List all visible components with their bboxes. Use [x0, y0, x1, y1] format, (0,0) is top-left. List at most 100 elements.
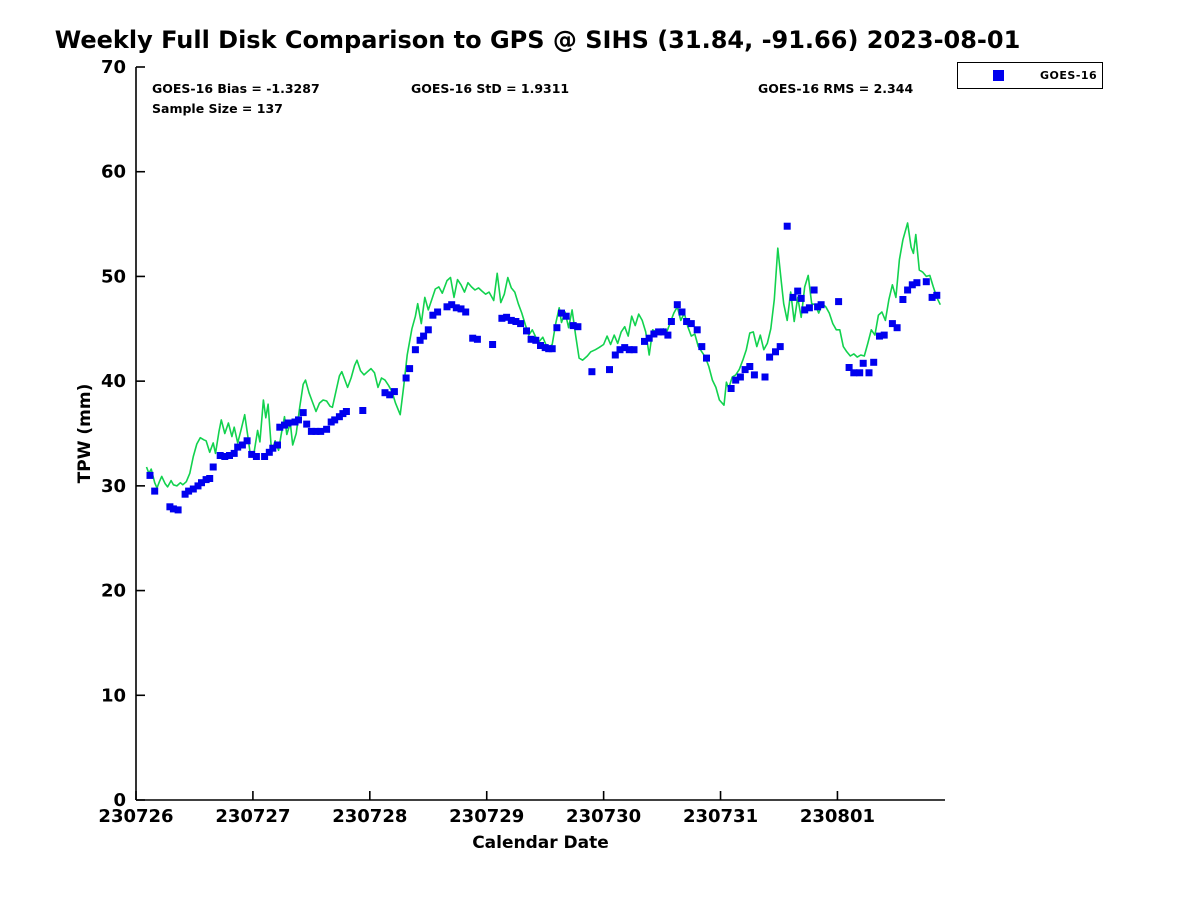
goes16-point	[794, 287, 802, 295]
x-tick-label: 230728	[332, 806, 407, 827]
goes16-points	[146, 222, 941, 514]
goes16-point	[558, 309, 565, 317]
goes16-point	[810, 286, 818, 294]
goes16-point	[424, 326, 432, 334]
goes16-point	[402, 374, 410, 382]
goes16-point	[303, 420, 311, 428]
goes16-point	[146, 471, 154, 479]
goes16-point	[295, 416, 302, 424]
goes16-point	[741, 366, 749, 374]
goes16-point	[189, 485, 197, 493]
goes16-point	[532, 336, 540, 344]
goes16-point	[307, 427, 315, 435]
goes16-point	[276, 423, 284, 431]
goes16-point	[174, 506, 182, 514]
goes16-point	[202, 476, 210, 484]
goes16-point	[870, 358, 878, 366]
legend-square-marker-icon	[993, 70, 1004, 81]
goes16-point	[817, 301, 825, 309]
goes16-point	[527, 335, 535, 343]
goes16-point	[452, 304, 460, 312]
goes16-point	[381, 389, 389, 397]
goes16-point	[457, 305, 465, 313]
goes16-point	[856, 369, 864, 377]
goes16-point	[736, 373, 744, 381]
goes16-point	[865, 369, 873, 377]
goes16-point	[659, 328, 667, 336]
goes16-point	[151, 487, 159, 495]
goes16-point	[687, 320, 695, 328]
goes16-point	[693, 326, 701, 334]
goes16-point	[899, 296, 907, 303]
goes16-point	[274, 441, 281, 449]
goes16-point	[574, 323, 582, 331]
goes16-point	[230, 449, 238, 457]
goes16-point	[243, 437, 251, 445]
goes16-point	[234, 443, 242, 451]
goes16-point	[664, 331, 672, 339]
goes16-point	[489, 341, 497, 348]
goes16-point	[498, 314, 506, 322]
goes16-point	[645, 334, 653, 342]
goes16-point	[553, 324, 561, 332]
goes16-point	[789, 293, 797, 301]
goes16-point	[416, 336, 424, 344]
goes16-point	[390, 388, 398, 396]
y-axis-label: TPW (mm)	[75, 384, 95, 484]
goes16-point	[746, 363, 754, 370]
goes16-point	[908, 281, 916, 289]
goes16-point	[588, 368, 596, 376]
goes16-point	[252, 453, 260, 460]
x-tick-label: 230730	[566, 806, 641, 827]
goes16-point	[845, 364, 853, 371]
y-tick-label: 70	[101, 57, 126, 78]
goes16-point	[783, 222, 791, 230]
goes16-point	[226, 452, 233, 459]
goes16-point	[933, 291, 941, 299]
goes16-point	[462, 308, 470, 316]
goes16-point	[893, 324, 901, 332]
goes16-point	[443, 303, 451, 311]
goes16-point	[209, 463, 217, 471]
goes16-point	[922, 278, 930, 286]
goes16-point	[766, 353, 774, 361]
x-tick-label: 230727	[215, 806, 290, 827]
goes16-point	[206, 475, 214, 482]
goes16-point	[904, 286, 912, 294]
x-tick-label: 230801	[800, 806, 875, 827]
goes16-point	[221, 453, 229, 460]
goes16-point	[503, 313, 511, 321]
goes16-point	[801, 306, 809, 314]
goes16-point	[537, 342, 544, 349]
goes16-point	[512, 318, 520, 325]
goes16-point	[641, 337, 648, 345]
goes16-point	[683, 318, 691, 325]
tick-labels: 230726 230727 230728 230729 230730 230731 2308…	[98, 57, 875, 827]
goes16-point	[473, 335, 481, 343]
goes16-point	[850, 369, 858, 377]
y-tick-label: 60	[101, 162, 126, 183]
goes16-point	[323, 425, 331, 433]
goes16-point	[678, 308, 686, 316]
goes16-point	[650, 330, 658, 338]
goes16-point	[698, 343, 706, 351]
goes16-point	[776, 343, 784, 351]
goes16-point	[562, 312, 570, 320]
x-tick-label: 230726	[98, 806, 173, 827]
goes16-point	[312, 427, 320, 435]
goes16-point	[523, 327, 530, 335]
goes16-point	[859, 359, 867, 367]
goes16-point	[342, 408, 350, 415]
goes16-point	[667, 318, 675, 325]
goes16-point	[913, 279, 921, 287]
goes16-point	[238, 441, 246, 449]
goes16-point	[761, 373, 769, 381]
goes16-point	[805, 304, 813, 312]
goes16-point	[772, 348, 779, 356]
y-tick-label: 10	[101, 685, 126, 706]
goes16-point	[606, 366, 613, 374]
axes	[135, 66, 945, 801]
goes16-point	[569, 322, 577, 330]
goes16-point	[507, 316, 515, 324]
